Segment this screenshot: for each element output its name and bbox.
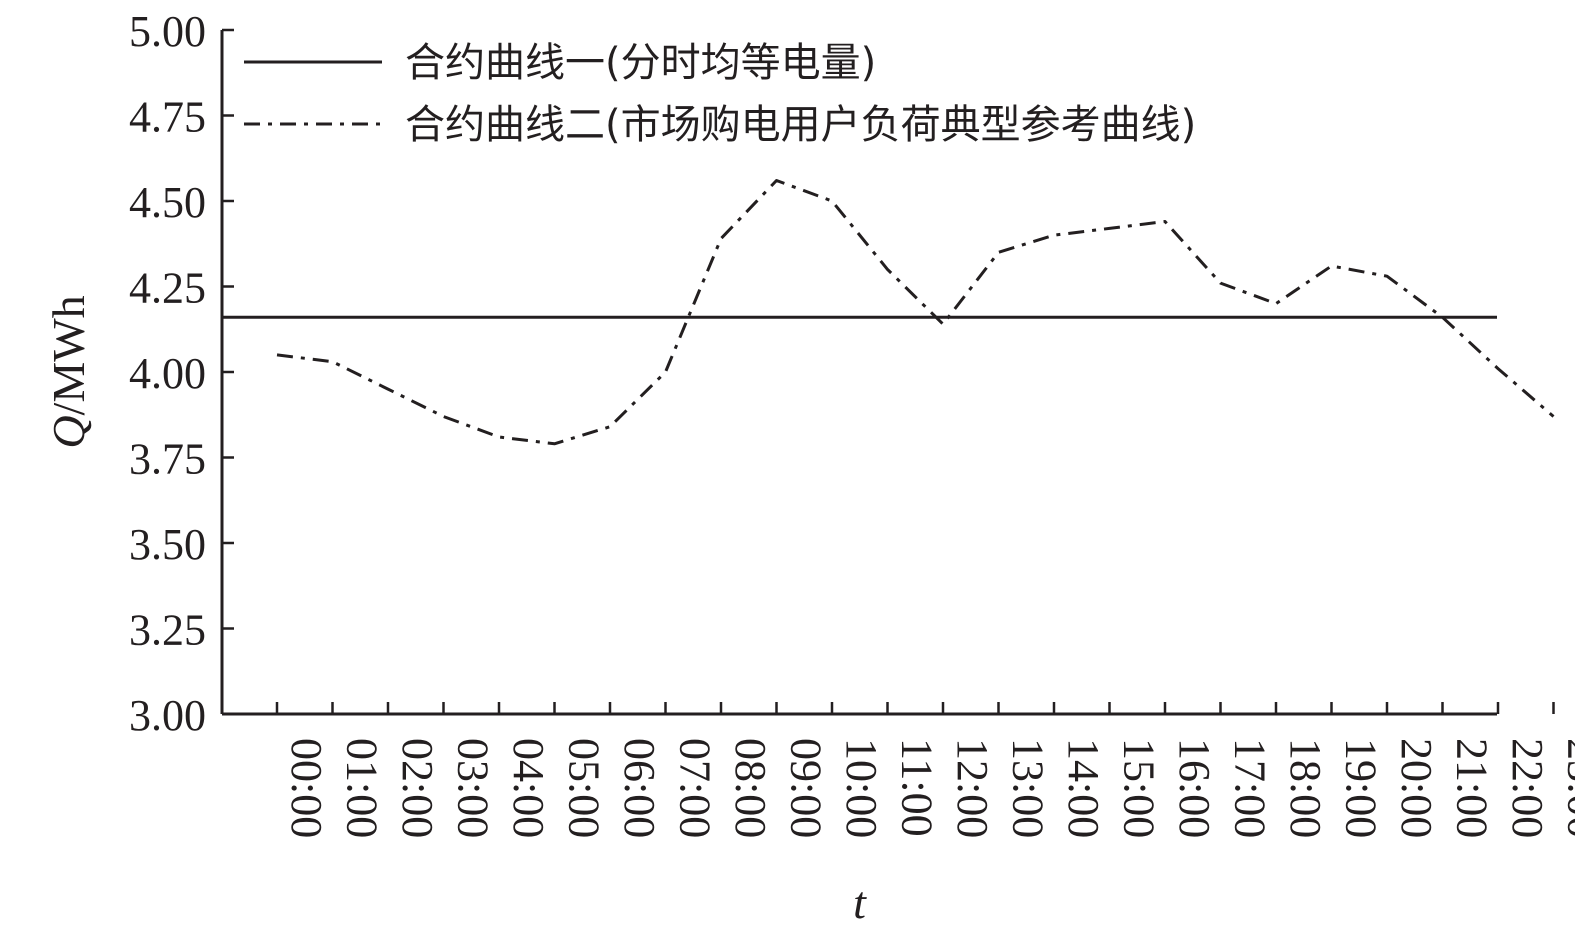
y-tick-label: 3.25 [129,606,206,655]
y-tick-label: 4.25 [129,264,206,313]
x-tick-label: 10:00 [837,738,886,838]
x-tick-label: 05:00 [560,738,609,838]
x-tick-label: 19:00 [1337,738,1386,838]
x-tick-label: 16:00 [1170,738,1219,838]
x-tick-label: 17:00 [1226,738,1275,838]
y-axis-title: Q/MWh [43,295,94,448]
x-axis-ticks: 00:00 01:00 02:00 03:00 04:00 05:00 06:00 07:00… [275,702,1575,838]
x-tick-label: 08:00 [726,738,775,838]
x-axis-title: t [853,877,867,928]
x-tick-label: 14:00 [1059,738,1108,838]
y-tick-label: 5.00 [129,7,206,56]
legend: 合约曲线一(分时均等电量) 合约曲线二(市场购电用户负荷典型参考曲线) [244,40,1196,148]
legend-label-1: 合约曲线一(分时均等电量) [405,40,876,86]
x-tick-label: 15:00 [1115,738,1164,838]
x-tick-label: 00:00 [282,738,331,838]
x-tick-label: 12:00 [948,738,997,838]
x-tick-label: 06:00 [615,738,664,838]
x-tick-label: 04:00 [504,738,553,838]
x-tick-label: 21:00 [1448,738,1497,838]
y-axis-unit: /MWh [43,295,94,415]
x-tick-label: 13:00 [1004,738,1053,838]
x-tick-label: 22:00 [1503,738,1552,838]
y-tick-label: 3.75 [129,435,206,484]
y-axis-symbol: Q [43,415,94,448]
x-tick-label: 23:00 [1559,738,1575,838]
y-tick-label: 4.75 [129,93,206,142]
x-tick-label: 20:00 [1392,738,1441,838]
y-tick-label: 3.50 [129,520,206,569]
y-tick-label: 3.00 [129,691,206,740]
y-tick-label: 4.00 [129,349,206,398]
x-tick-label: 02:00 [393,738,442,838]
x-tick-label: 11:00 [893,738,942,837]
series-layer [222,179,1555,446]
x-tick-label: 18:00 [1281,738,1330,838]
x-tick-label: 01:00 [338,738,387,838]
x-tick-label: 09:00 [782,738,831,838]
series-line-2 [276,179,1555,446]
x-tick-label: 03:00 [449,738,498,838]
y-axis-ticks: 3.00 3.25 3.50 3.75 4.00 4.25 4.50 4.75 5.00 [129,7,234,740]
legend-label-2: 合约曲线二(市场购电用户负荷典型参考曲线) [405,102,1196,148]
y-tick-label: 4.50 [129,178,206,227]
x-tick-label: 07:00 [671,738,720,838]
